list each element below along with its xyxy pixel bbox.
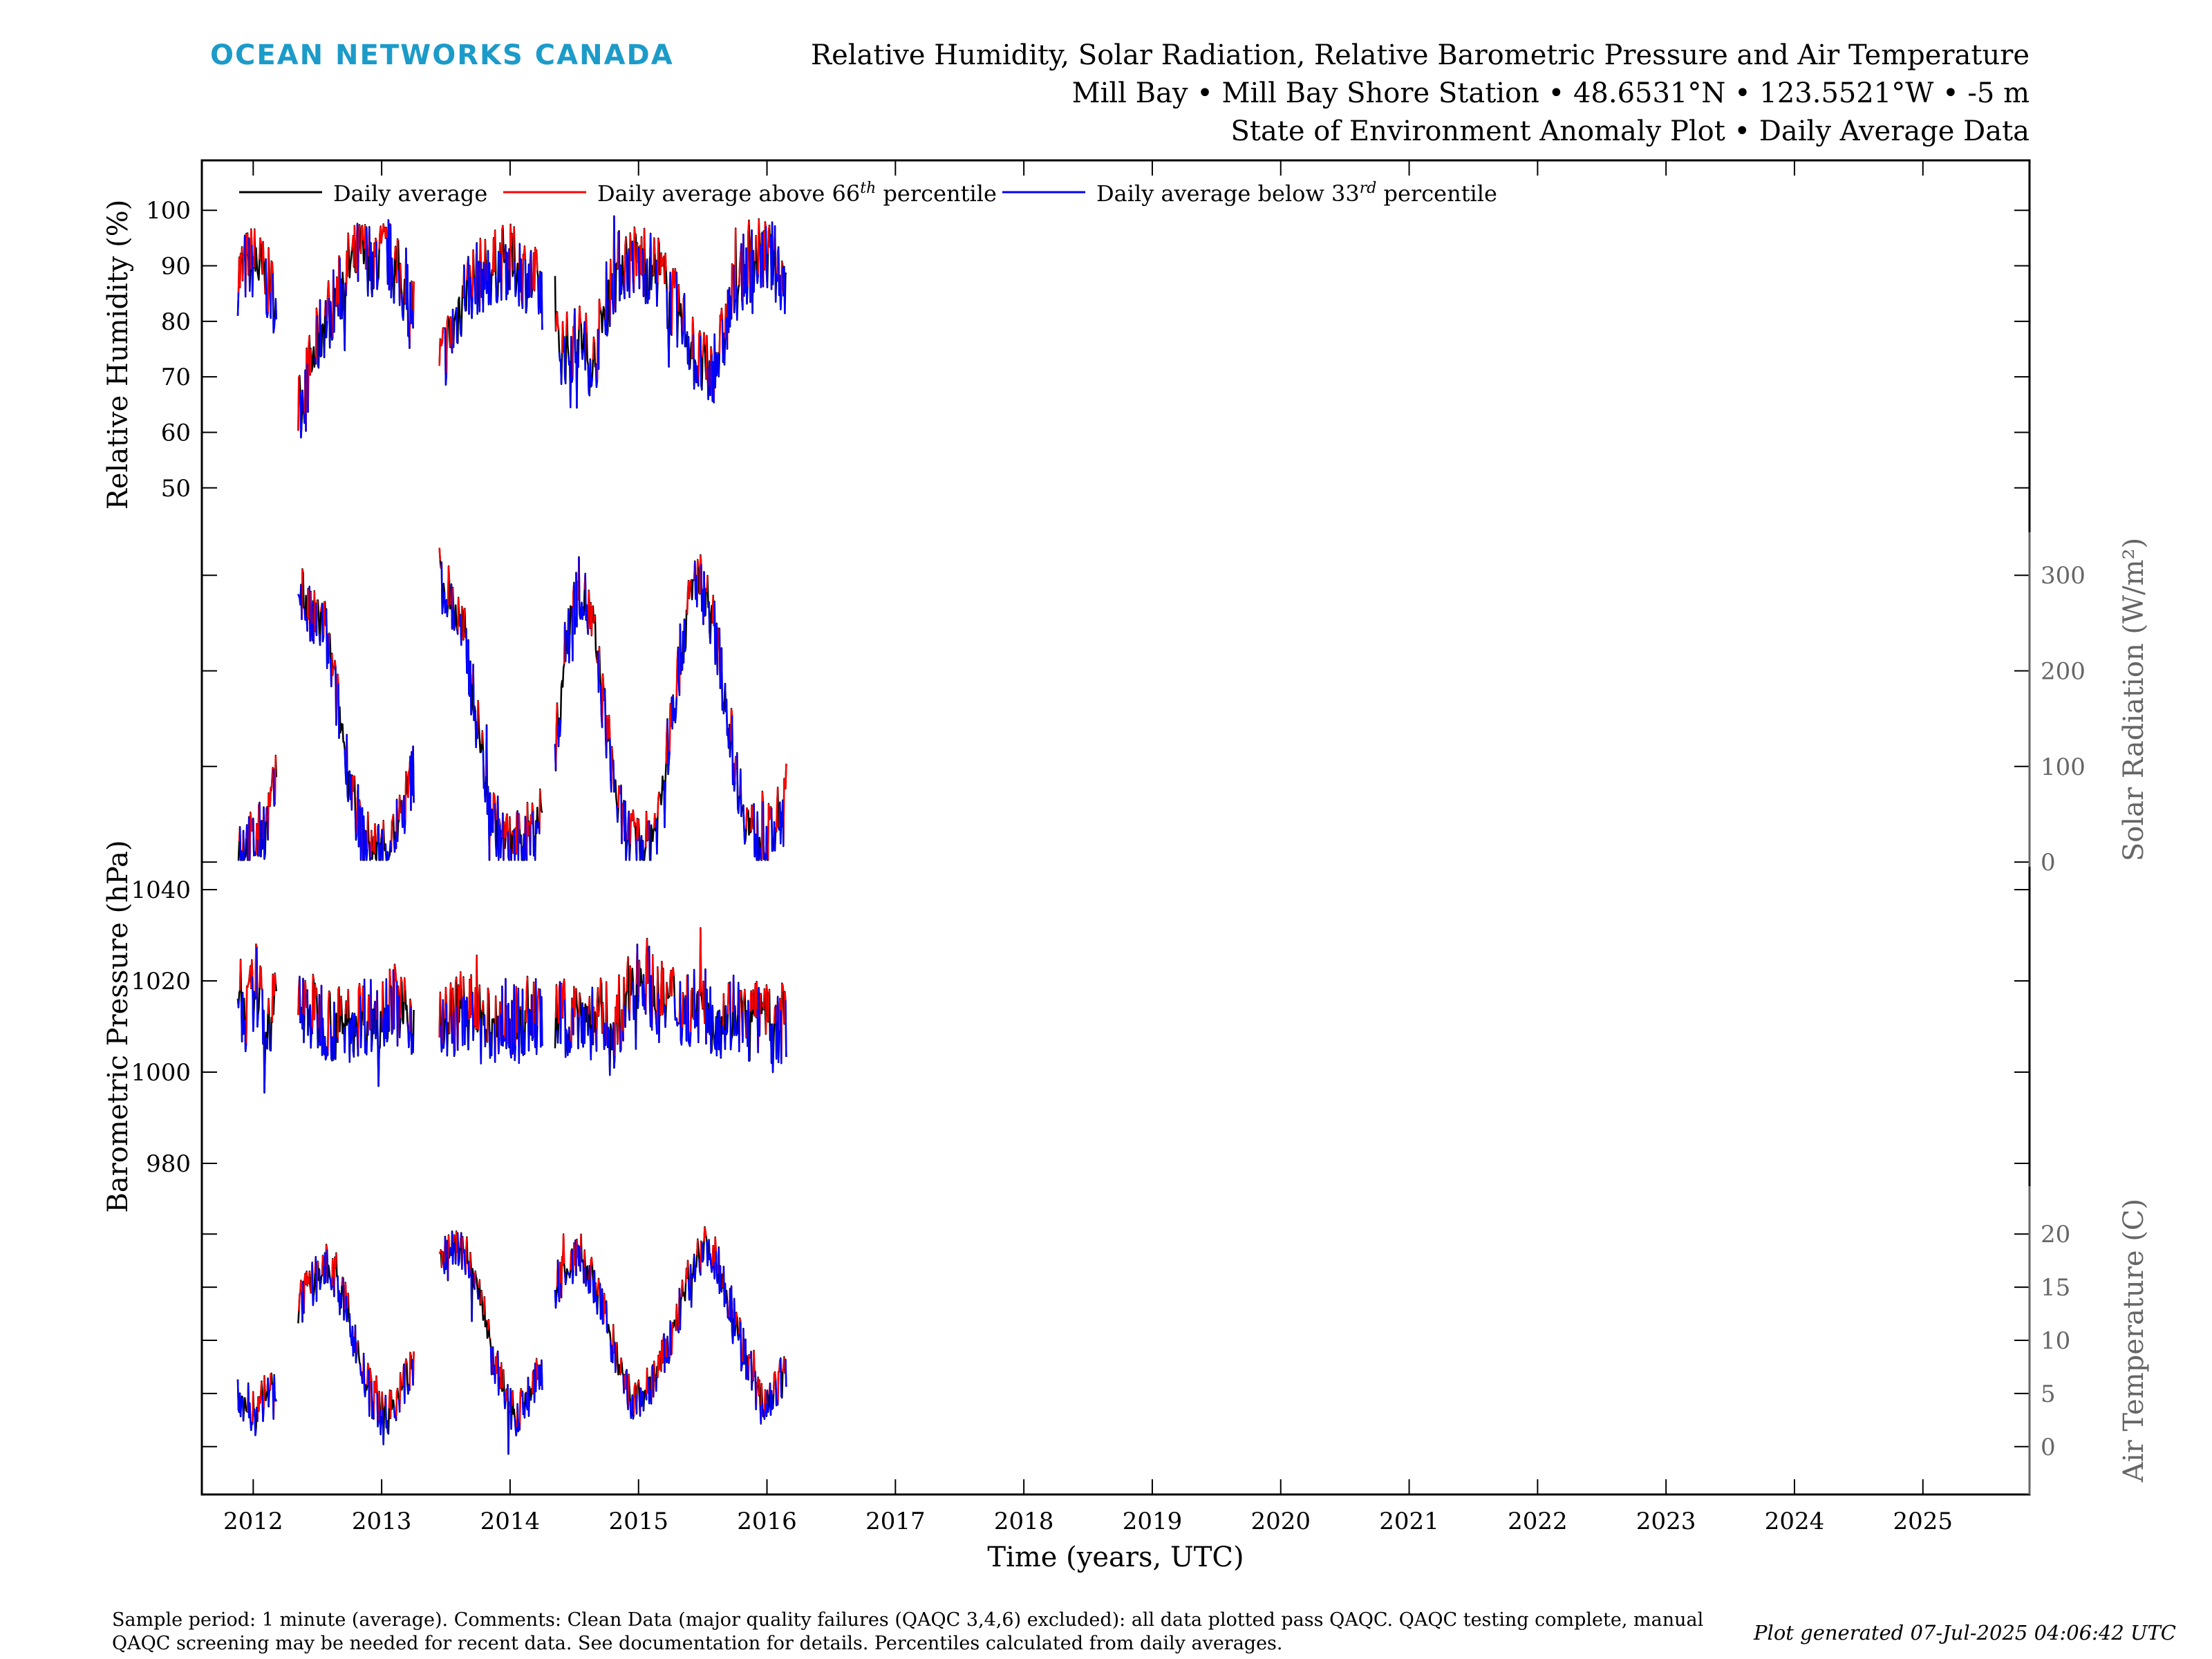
x-tick-label: 2024 [1765,1508,1825,1535]
humidity-y-tick-label: 100 [146,197,191,225]
solar-series-below-0 [238,769,276,861]
humidity-series-below-3 [558,216,786,409]
x-tick-label: 2020 [1250,1508,1311,1535]
x-tick-label: 2012 [223,1508,283,1535]
chart-title-line2: Mill Bay • Mill Bay Shore Station • 48.6… [1072,77,2030,109]
legend: Daily average Daily average above 66th p… [239,180,1497,207]
footnote-line2: QAQC screening may be needed for recent … [112,1633,1283,1654]
humidity-series-below-1 [299,220,414,438]
x-tick-label: 2016 [737,1508,797,1535]
humidity-y-tick-label: 90 [161,253,191,281]
pressure-series-above-0 [238,944,277,1044]
temperature-series-daily-2 [438,1230,543,1455]
pressure-series-below-2 [440,978,543,1064]
x-tick-label: 2023 [1636,1508,1696,1535]
temperature-series-below-1 [301,1250,414,1445]
pressure-series-below-3 [556,944,787,1076]
temperature-y-tick-label: 15 [2041,1274,2070,1302]
pressure-y-tick-label: 1000 [131,1059,191,1087]
legend-label-above: Daily average above 66th percentile [597,180,997,207]
footnote-line1: Sample period: 1 minute (average). Comme… [112,1609,1703,1631]
x-tick-label: 2025 [1893,1508,1953,1535]
humidity-series-below-0 [236,235,278,333]
temperature-series-above-3 [556,1226,787,1424]
humidity-y-axis-label: Relative Humidity (%) [102,200,134,510]
x-tick-label: 2013 [352,1508,412,1535]
x-tick-label: 2022 [1508,1508,1568,1535]
x-tick-label: 2019 [1123,1508,1183,1535]
x-tick-label: 2021 [1379,1508,1439,1535]
legend-label-daily: Daily average [333,180,487,207]
x-tick-label: 2014 [480,1508,541,1535]
humidity-series-below-2 [444,243,543,385]
humidity-y-tick-label: 60 [161,419,191,447]
pressure-y-tick-label: 980 [146,1150,191,1178]
plot-generated-timestamp: Plot generated 07-Jul-2025 04:06:42 UTC [1753,1621,2176,1644]
temperature-y-axis-label: Air Temperature (C) [2118,1199,2150,1483]
temperature-y-tick-label: 20 [2041,1221,2070,1248]
temperature-series-below-2 [442,1231,543,1454]
x-tick-label: 2017 [865,1508,926,1535]
solar-y-tick-label: 0 [2041,849,2056,877]
temperature-y-tick-label: 5 [2041,1380,2056,1408]
axes-layer: 2012 2013 2014 2015 2016 2017 2018 2019 2020 2021… [102,160,2150,1573]
chart-title-line1: Relative Humidity, Solar Radiation, Rela… [811,39,2030,71]
temperature-y-tick-label: 10 [2041,1327,2070,1355]
humidity-series-daily-2 [438,223,543,386]
temperature-series-below-3 [554,1239,787,1424]
solar-y-tick-label: 300 [2041,562,2086,590]
legend-label-below: Daily average below 33rd percentile [1096,180,1497,207]
x-axis-label: Time (years, UTC) [987,1541,1244,1573]
x-tick-label: 2015 [608,1508,668,1535]
temperature-y-tick-label: 0 [2041,1434,2056,1461]
pressure-y-tick-label: 1040 [131,877,191,904]
pressure-y-tick-label: 1020 [131,968,191,995]
onc-logo: OCEAN NETWORKS CANADA [210,39,674,71]
solar-y-tick-label: 100 [2041,753,2086,781]
humidity-y-tick-label: 80 [161,308,191,336]
temperature-series-below-0 [236,1374,277,1436]
plot-frame [200,159,2031,1496]
x-tick-label: 2018 [994,1508,1054,1535]
solar-y-tick-label: 200 [2041,658,2086,686]
solar-series-above-3 [554,554,787,861]
solar-y-axis-label: Solar Radiation (W/m²) [2118,538,2150,861]
chart-title-line3: State of Environment Anomaly Plot • Dail… [1230,115,2030,147]
pressure-series-below-1 [299,970,414,1087]
humidity-y-tick-label: 70 [161,364,191,391]
pressure-y-axis-label: Barometric Pressure (hPa) [102,840,134,1212]
solar-series-below-1 [297,584,415,861]
solar-series-below-2 [440,562,541,861]
humidity-y-tick-label: 50 [161,475,191,503]
pressure-series-below-0 [236,946,272,1093]
solar-series-below-3 [554,556,785,861]
series-layer [236,215,787,1455]
